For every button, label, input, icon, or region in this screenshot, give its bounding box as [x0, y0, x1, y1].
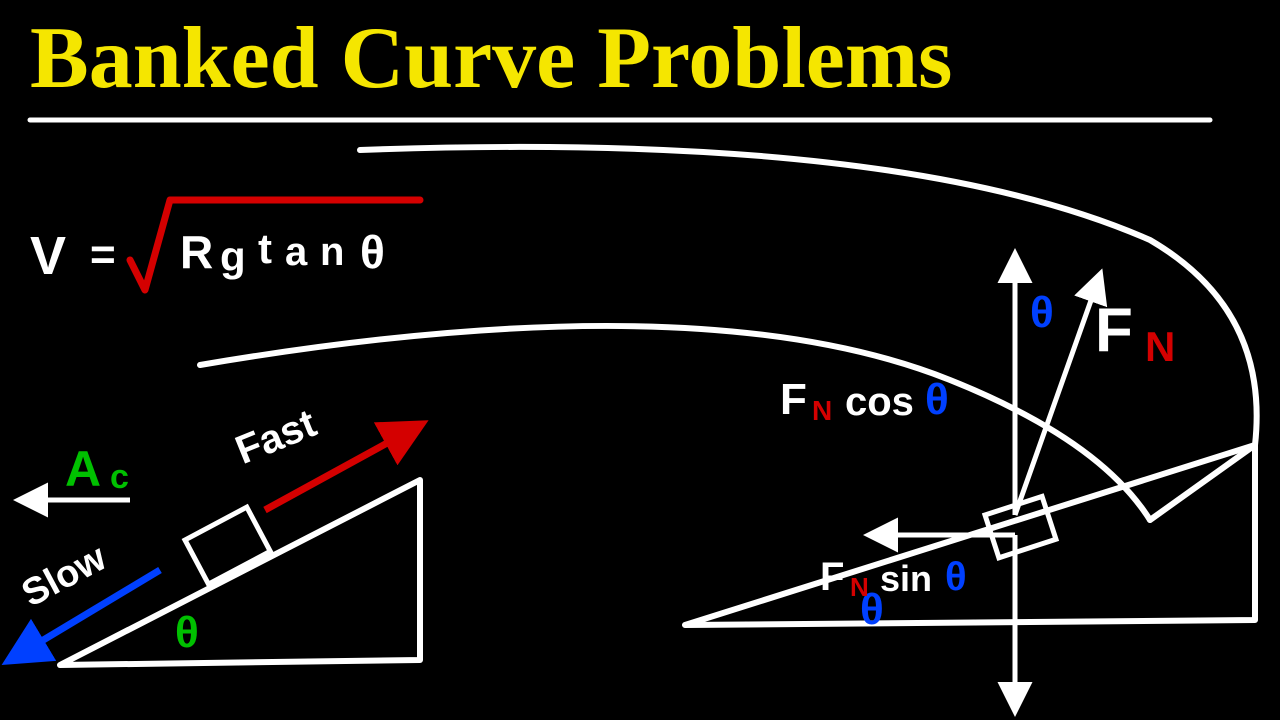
formula-radicand-1: g	[220, 233, 246, 281]
fn-label-0: F	[1095, 295, 1133, 366]
fnsin-2: sin	[880, 558, 932, 600]
formula-radicand-0: R	[180, 225, 213, 279]
fncos-3: θ	[925, 375, 949, 425]
left-car-box	[185, 507, 270, 584]
fn-arrow	[1015, 275, 1100, 515]
right-theta-top: θ	[1030, 288, 1054, 338]
fncos-2: cos	[845, 380, 914, 425]
formula-equals: =	[90, 230, 116, 280]
formula-radicand-3: a	[285, 230, 307, 275]
left-theta: θ	[175, 608, 199, 658]
fnsin-1: N	[850, 572, 869, 603]
formula-radicand-2: t	[258, 225, 272, 273]
fncos-1: N	[812, 395, 832, 427]
formula-radicand-5: θ	[360, 225, 385, 279]
fn-label-1: N	[1145, 323, 1175, 371]
ac-label-0: A	[65, 440, 101, 498]
formula-radicand-4: n	[320, 230, 344, 275]
fnsin-3: θ	[945, 555, 967, 600]
right-back-edge	[1150, 445, 1255, 520]
fncos-0: F	[780, 375, 807, 425]
formula-v: V	[30, 225, 66, 287]
fnsin-0: F	[820, 555, 844, 600]
ac-label-1: c	[110, 458, 129, 497]
road-bottom-curve	[200, 326, 1150, 520]
left-incline	[60, 480, 420, 665]
